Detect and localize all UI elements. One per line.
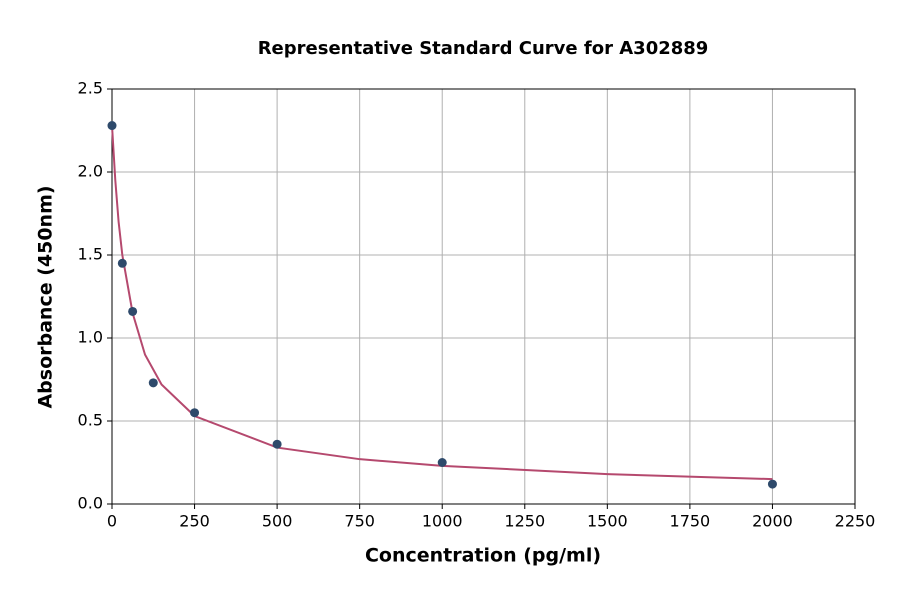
x-tick-label: 1750 [670,512,711,531]
chart-title: Representative Standard Curve for A30288… [258,38,709,59]
x-tick-label: 1500 [587,512,628,531]
x-tick-label: 2250 [835,512,876,531]
data-point [767,479,777,489]
x-tick-label: 250 [179,512,210,531]
data-point [437,458,447,467]
x-tick-label: 1000 [422,512,463,531]
y-tick-label: 2.5 [78,79,103,98]
plot-frame [111,88,856,505]
data-point [272,439,282,449]
y-tick-label: 0.5 [78,411,103,430]
y-axis-label: Absorbance (450nm) [35,185,57,408]
x-tick-label: 2000 [752,512,793,531]
y-tick-label: 1.0 [78,328,103,347]
x-tick-label: 750 [344,512,375,531]
y-tick-label: 1.5 [78,245,103,264]
y-tick-label: 0.0 [78,494,103,513]
data-point [148,378,158,388]
x-tick-label: 0 [107,512,117,531]
data-point [128,306,138,316]
x-tick-label: 500 [262,512,293,531]
data-point [190,408,200,418]
x-axis-label: Concentration (pg/ml) [365,545,601,567]
data-point [117,258,127,268]
x-tick-label: 1250 [504,512,545,531]
y-tick-label: 2.0 [78,162,103,181]
data-point [107,121,117,131]
